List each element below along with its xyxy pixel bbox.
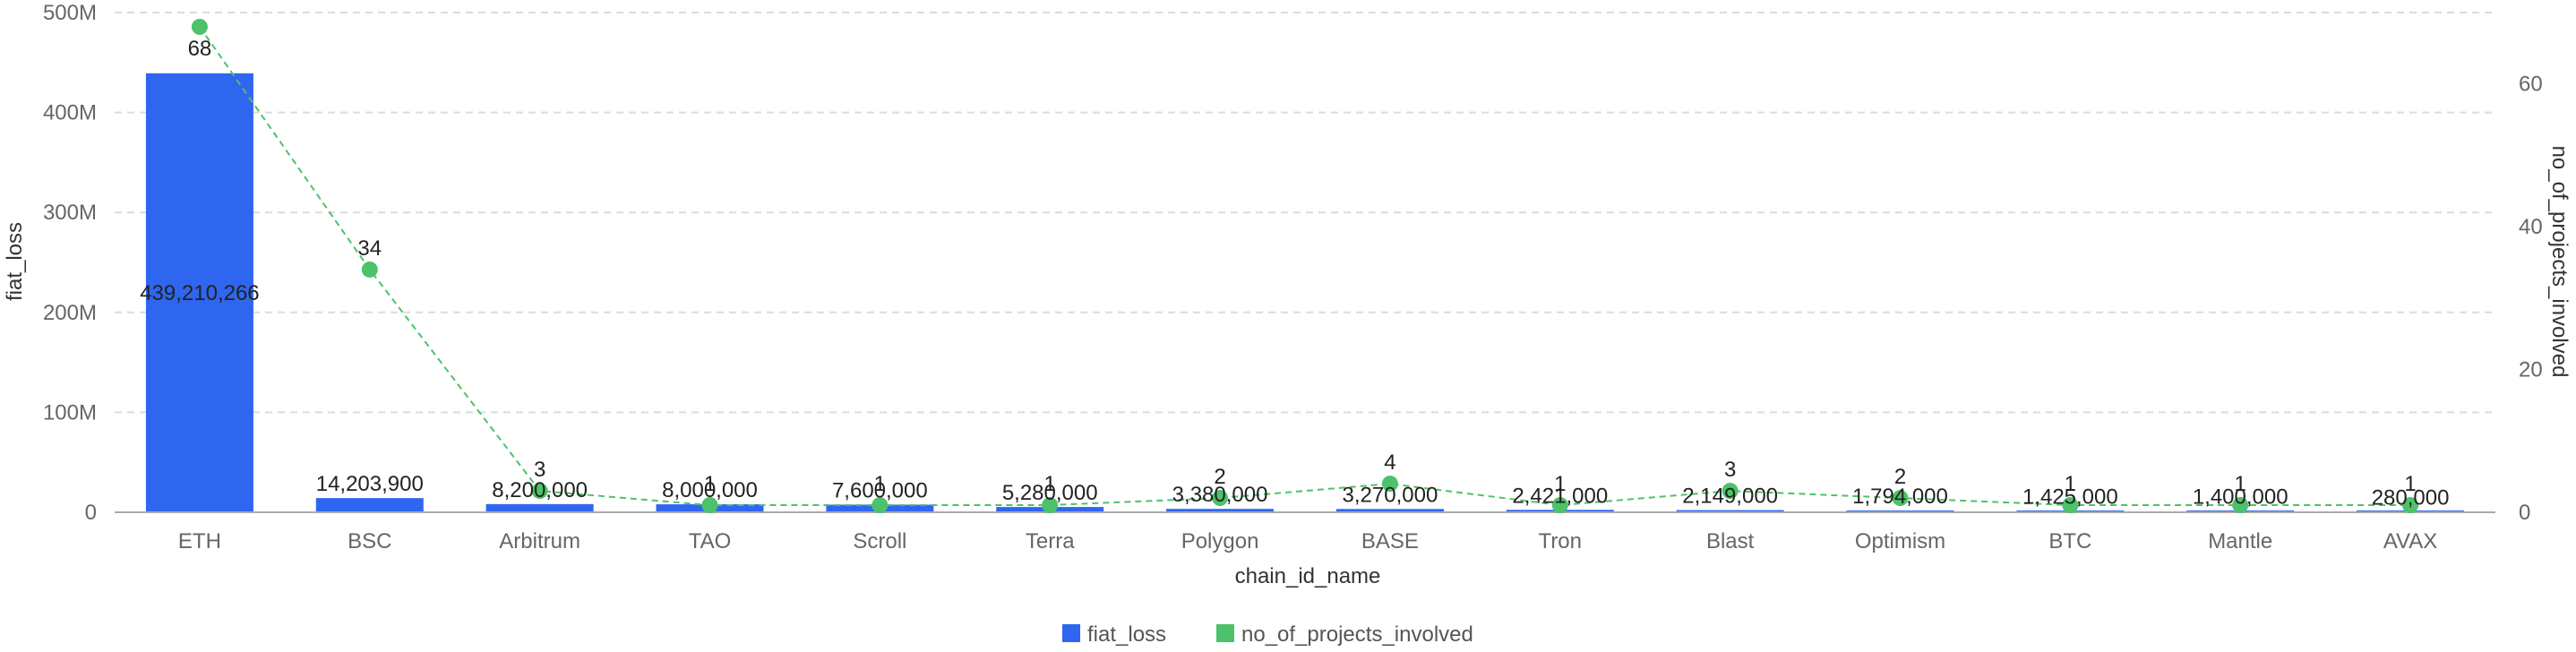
x-tick-label: Scroll <box>853 529 906 553</box>
point-value-label: 3 <box>1724 458 1736 482</box>
line-point[interactable] <box>531 483 548 500</box>
bar[interactable] <box>1846 510 1954 512</box>
left-y-tick-label: 100M <box>43 400 97 425</box>
point-value-label: 68 <box>188 37 212 61</box>
line-point[interactable] <box>2402 497 2419 514</box>
line-point[interactable] <box>361 261 378 278</box>
right-y-axis-title: no_of_projects_involved <box>2547 146 2572 378</box>
point-value-label: 1 <box>2235 472 2246 496</box>
line-point[interactable] <box>191 18 208 35</box>
x-tick-label: Terra <box>1026 529 1075 553</box>
bar-value-label: 7,600,000 <box>832 479 928 503</box>
bar-value-label: 1,400,000 <box>2193 485 2288 509</box>
line-point[interactable] <box>1892 490 1909 507</box>
bar-value-label: 1,425,000 <box>2022 485 2118 509</box>
line-point[interactable] <box>1381 476 1398 493</box>
line-point[interactable] <box>1042 497 1059 514</box>
x-tick-label: Optimism <box>1855 529 1945 553</box>
x-tick-label: BSC <box>348 529 391 553</box>
bar-value-label: 280,000 <box>2372 486 2450 510</box>
right-y-axis: 0 20 40 60 <box>2519 73 2543 525</box>
legend-item-projects[interactable]: no_of_projects_involved <box>1216 622 1473 647</box>
x-axis-title: chain_id_name <box>1235 564 1381 588</box>
point-value-label: 1 <box>874 472 886 496</box>
x-tick-label: Tron <box>1539 529 1582 553</box>
left-y-tick-label: 500M <box>43 1 97 25</box>
point-value-label: 1 <box>1044 472 1056 496</box>
legend-swatch-fiat-loss <box>1062 624 1080 642</box>
bar-value-label: 2,149,000 <box>1682 485 1778 509</box>
grid-lines <box>115 12 2495 414</box>
bar[interactable] <box>1166 509 1275 512</box>
point-value-label: 1 <box>2065 472 2076 496</box>
bar[interactable] <box>1335 509 1444 512</box>
x-tick-label: Polygon <box>1181 529 1259 553</box>
point-data-labels: 68 34 3 1 1 1 2 4 1 3 2 1 1 1 <box>188 37 2417 496</box>
left-y-tick-label: 200M <box>43 301 97 325</box>
right-y-tick-label: 20 <box>2519 358 2543 382</box>
series-line <box>199 26 2411 507</box>
bar-value-label: 3,270,000 <box>1343 483 1438 507</box>
point-value-label: 4 <box>1384 450 1395 475</box>
bar-value-label: 2,421,000 <box>1512 484 1608 508</box>
x-tick-label: TAO <box>689 529 732 553</box>
legend-item-fiat-loss[interactable]: fiat_loss <box>1062 622 1166 647</box>
left-y-axis: 0 100M 200M 300M 400M 500M <box>43 1 97 525</box>
right-y-tick-label: 40 <box>2519 215 2543 239</box>
bar-value-label: 1,794,000 <box>1852 485 1948 509</box>
line-point[interactable] <box>1212 490 1229 507</box>
left-y-axis-title: fiat_loss <box>3 222 27 301</box>
legend: fiat_loss no_of_projects_involved <box>1062 622 1473 647</box>
legend-swatch-projects <box>1216 624 1234 642</box>
bar-value-label: 8,000,000 <box>662 478 758 502</box>
line-point[interactable] <box>1551 497 1568 514</box>
bar[interactable] <box>485 503 594 512</box>
x-axis: ETH BSC Arbitrum TAO Scroll Terra Polygon BASE T… <box>115 511 2495 553</box>
right-y-tick-label: 60 <box>2519 73 2543 97</box>
line-series-projects <box>191 18 2419 514</box>
bar-value-label: 5,280,000 <box>1002 481 1098 505</box>
legend-label-fiat-loss: fiat_loss <box>1087 622 1166 647</box>
point-value-label: 1 <box>1554 472 1566 496</box>
x-tick-label: Mantle <box>2208 529 2272 553</box>
x-tick-label: ETH <box>178 529 221 553</box>
line-point[interactable] <box>2062 497 2079 514</box>
point-value-label: 1 <box>2404 472 2416 496</box>
point-value-label: 2 <box>1894 465 1906 489</box>
point-value-label: 34 <box>357 236 382 261</box>
bar-value-label: 8,200,000 <box>492 478 588 502</box>
legend-label-projects: no_of_projects_involved <box>1241 622 1473 647</box>
bar[interactable] <box>1676 510 1784 512</box>
x-tick-label: Blast <box>1706 529 1755 553</box>
bar[interactable] <box>145 73 253 513</box>
right-y-tick-label: 0 <box>2519 501 2530 525</box>
x-tick-label: BTC <box>2048 529 2091 553</box>
bar-value-label: 439,210,266 <box>140 281 259 305</box>
x-tick-label: Arbitrum <box>499 529 580 553</box>
line-point[interactable] <box>1722 483 1739 500</box>
bar-series-fiat-loss <box>145 73 2465 513</box>
left-y-tick-label: 0 <box>85 501 97 525</box>
bar-value-label: 14,203,900 <box>316 472 424 496</box>
left-y-tick-label: 300M <box>43 201 97 225</box>
line-point[interactable] <box>701 497 718 514</box>
bar-value-label: 3,380,000 <box>1172 483 1268 507</box>
line-point[interactable] <box>2232 497 2249 514</box>
bar[interactable] <box>315 498 424 512</box>
line-point[interactable] <box>872 497 889 514</box>
left-y-tick-label: 400M <box>43 101 97 125</box>
point-value-label: 3 <box>534 458 545 482</box>
bar-data-labels: 439,210,266 14,203,900 8,200,000 8,000,000 7… <box>140 281 2449 510</box>
point-value-label: 2 <box>1214 465 1225 489</box>
x-tick-label: BASE <box>1361 529 1419 553</box>
point-value-label: 1 <box>704 472 716 496</box>
x-tick-label: AVAX <box>2383 529 2437 553</box>
